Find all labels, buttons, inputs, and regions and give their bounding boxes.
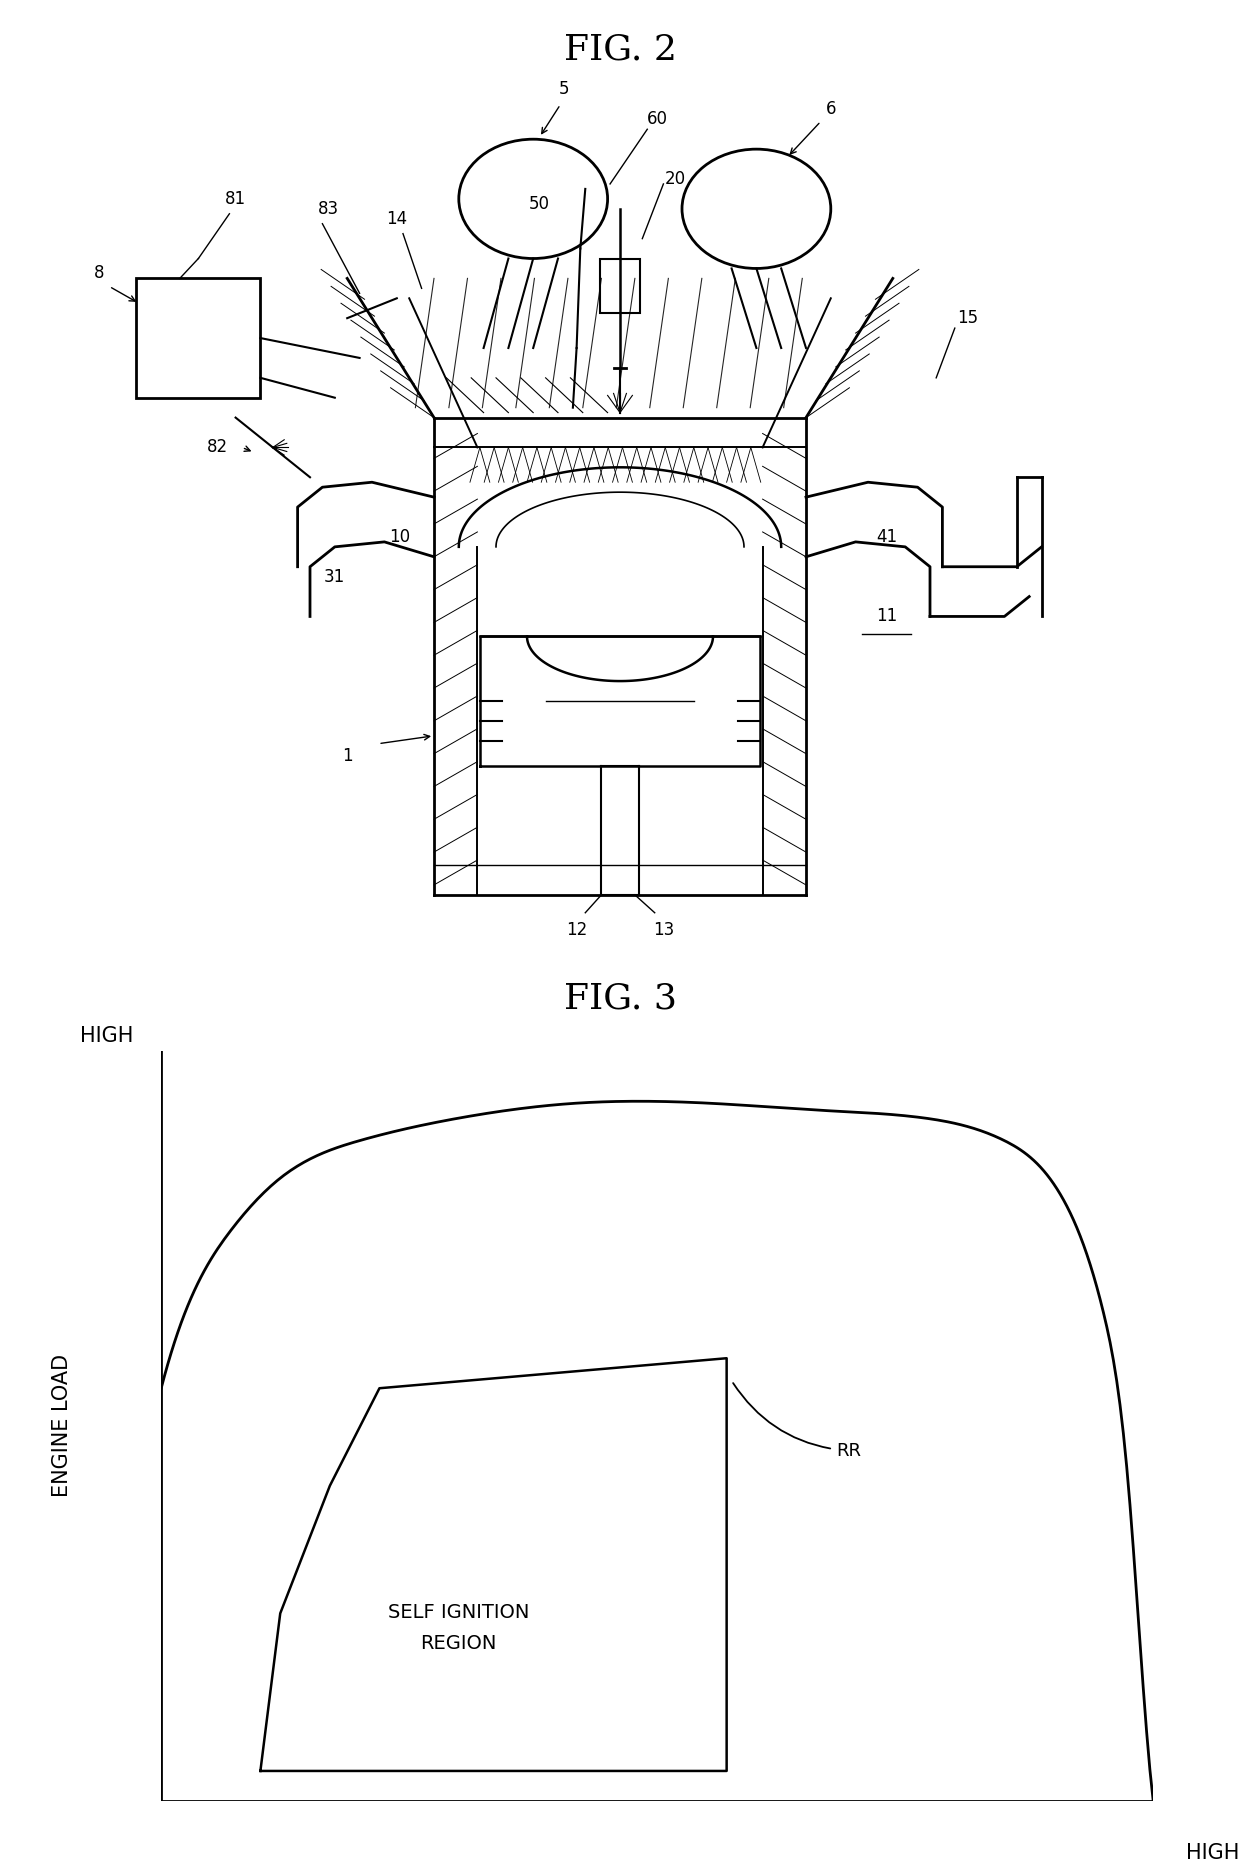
Text: ENGINE LOAD: ENGINE LOAD	[52, 1354, 72, 1497]
Text: HIGH: HIGH	[1185, 1844, 1240, 1863]
Text: 6: 6	[826, 101, 836, 118]
Text: RR: RR	[733, 1383, 861, 1460]
Text: FIG. 2: FIG. 2	[563, 32, 677, 68]
Text: 81: 81	[224, 189, 247, 208]
Text: 15: 15	[956, 310, 978, 326]
Bar	[136, 278, 260, 398]
Text: 5: 5	[559, 81, 569, 98]
Text: 31: 31	[324, 568, 346, 585]
Text: 41: 41	[875, 527, 898, 546]
Text: HIGH: HIGH	[79, 1026, 134, 1045]
Text: 83: 83	[317, 201, 340, 218]
Text: 50: 50	[529, 195, 549, 212]
Text: SELF IGNITION
REGION: SELF IGNITION REGION	[388, 1604, 529, 1653]
Bar	[600, 259, 640, 313]
Text: 12: 12	[565, 921, 588, 938]
Text: FIG. 3: FIG. 3	[563, 981, 677, 1015]
Text: 82: 82	[206, 439, 228, 456]
Text: 1: 1	[342, 747, 352, 765]
Text: 14: 14	[386, 210, 408, 227]
Text: 8: 8	[94, 265, 104, 283]
Text: 10: 10	[388, 527, 410, 546]
Text: 60: 60	[647, 111, 667, 128]
Text: 20: 20	[665, 171, 687, 188]
Text: 13: 13	[652, 921, 675, 938]
Text: 11: 11	[875, 608, 898, 625]
